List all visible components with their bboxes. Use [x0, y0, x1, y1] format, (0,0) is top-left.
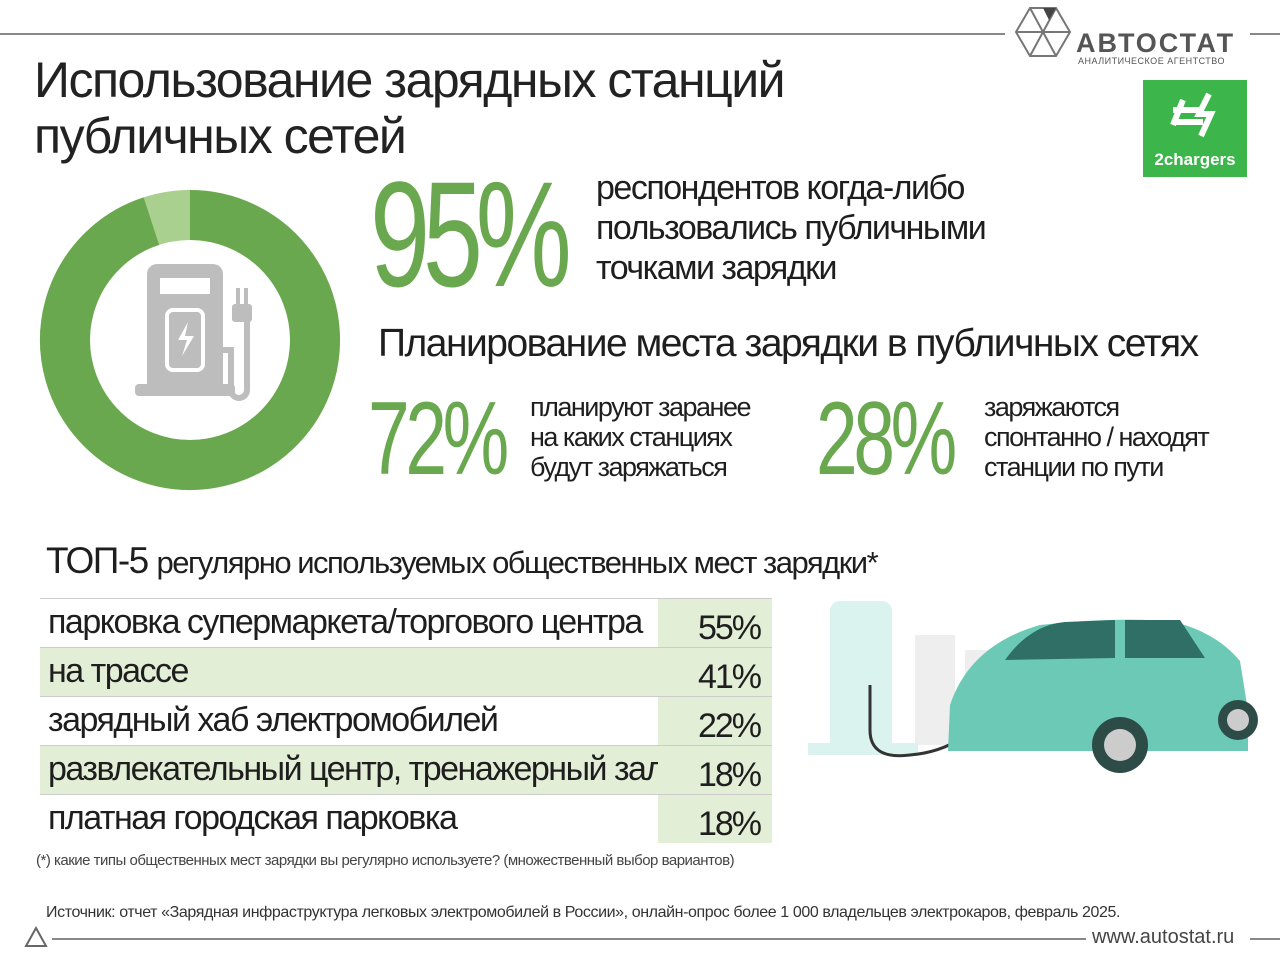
annotation-line: пользовались публичными [596, 209, 987, 247]
stat-text: планируют заранее на каких станциях будут … [530, 392, 752, 482]
title-line: публичных сетей [34, 108, 407, 164]
row-value: 22% [658, 697, 772, 745]
title-line: Использование зарядных станций [34, 52, 786, 108]
stat-line: спонтанно / находят [984, 422, 1210, 452]
row-value: 55% [658, 599, 772, 647]
table-row: развлекательный центр, тренажерный зал 18… [40, 745, 772, 794]
row-label: на трассе [48, 652, 189, 690]
stat-line: на каких станциях [530, 422, 733, 452]
stat-line: заряжаются [984, 392, 1120, 422]
planning-title: Планирование места зарядки в публичных с… [378, 322, 1199, 365]
footer-mark [24, 926, 48, 947]
partner-name: 2chargers [1154, 150, 1236, 169]
table-title-prefix: ТОП-5 [46, 540, 149, 581]
row-value: 18% [658, 746, 772, 794]
bolt [178, 322, 194, 356]
table-title-rest: регулярно используемых общественных мест… [156, 545, 879, 580]
donut-chart [40, 190, 340, 490]
partner-icon [1170, 92, 1216, 138]
stat-text: заряжаются спонтанно / находят станции по … [984, 392, 1210, 482]
table-title: ТОП-5 регулярно используемых общественны… [46, 540, 879, 582]
rule [0, 33, 1005, 35]
car-illustration [808, 601, 1258, 773]
row-label: парковка супермаркета/торгового центра [48, 603, 643, 641]
annotation-line: респондентов когда-либо [596, 169, 965, 207]
stat-line: планируют заранее [530, 392, 752, 422]
annotation: респондентов когда-либо пользовались публ… [596, 168, 987, 288]
logo-mark [1014, 7, 1072, 57]
stat-line: будут заряжаться [530, 452, 728, 482]
screen [160, 278, 210, 294]
charger [830, 601, 892, 751]
table-row: на трассе 41% [40, 647, 772, 696]
row-label: развлекательный центр, тренажерный зал [48, 750, 665, 788]
partner-logo: 2chargers [1143, 80, 1247, 177]
annotation-line: точками зарядки [596, 249, 838, 287]
rule [1250, 33, 1280, 35]
big-value: 95% [370, 150, 572, 318]
rule [1250, 938, 1280, 940]
rule [52, 938, 1086, 940]
donut-segment [40, 190, 340, 490]
row-label: зарядный хаб электромобилей [48, 701, 499, 739]
table-row: парковка супермаркета/торгового центра 55… [40, 598, 772, 647]
title: Использование зарядных станций публичных … [34, 52, 786, 164]
row-value: 18% [658, 795, 772, 843]
row-label: платная городская парковка [48, 799, 458, 837]
stat-value: 28% [816, 381, 957, 497]
logo-name: АВТОСТАТ [1076, 28, 1236, 58]
stat-value: 72% [368, 381, 509, 497]
source: Источник: отчет «Зарядная инфраструктура… [46, 904, 1121, 921]
footnote: (*) какие типы общественных мест зарядки… [36, 852, 735, 869]
logo-sub: АНАЛИТИЧЕСКОЕ АГЕНТСТВО [1078, 56, 1225, 66]
battery [165, 308, 205, 372]
row-value: 41% [658, 648, 772, 696]
stat-line: станции по пути [984, 452, 1164, 482]
url: www.autostat.ru [1092, 926, 1235, 948]
table-row: зарядный хаб электромобилей 22% [40, 696, 772, 745]
table-row: платная городская парковка 18% [40, 794, 772, 843]
